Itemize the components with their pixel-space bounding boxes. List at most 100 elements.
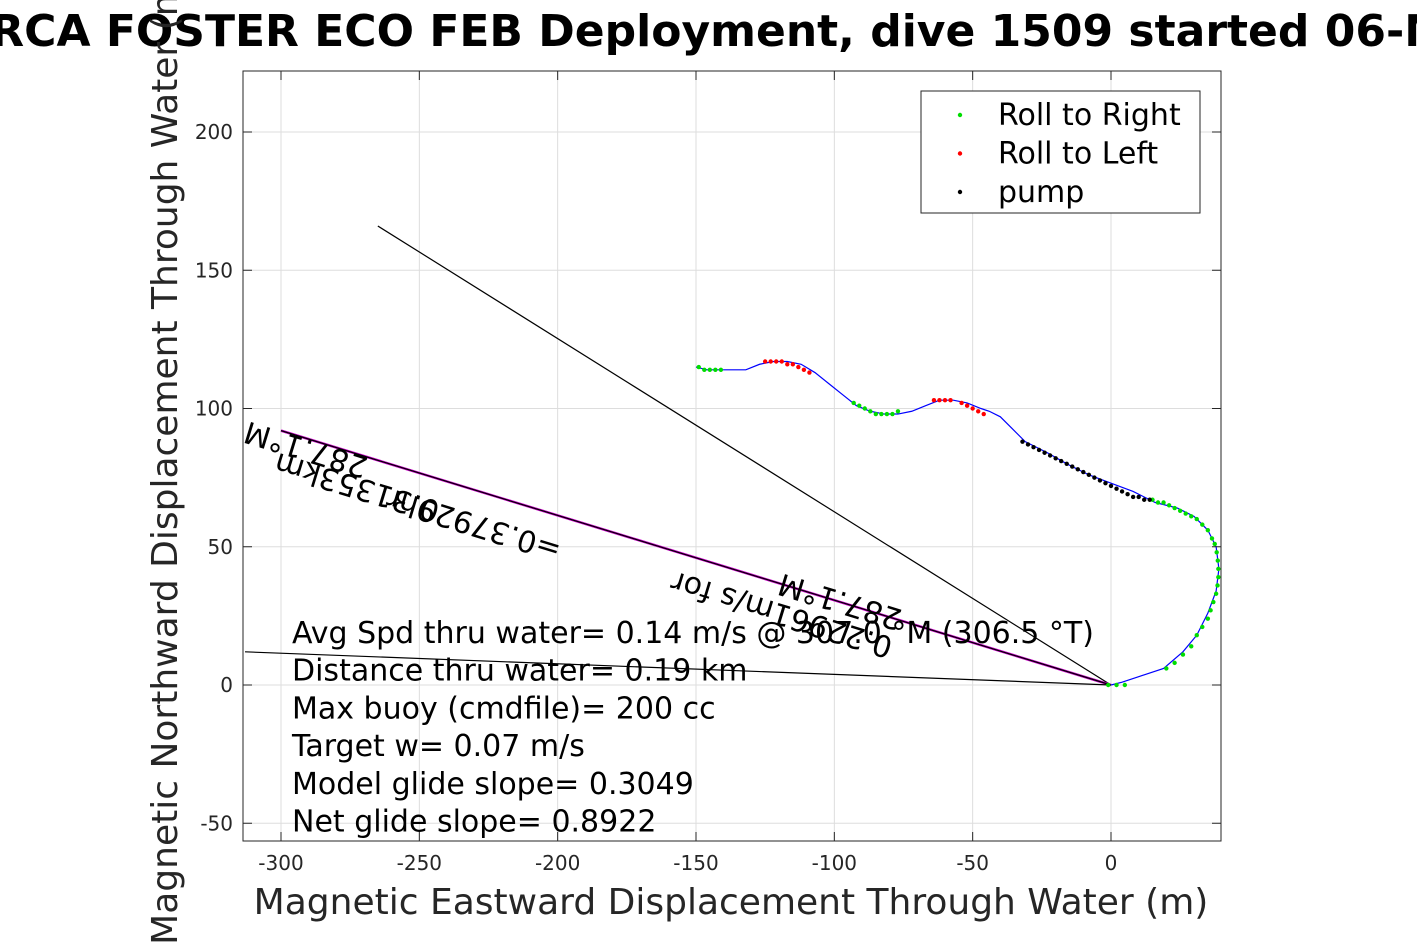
data-point — [1020, 439, 1025, 444]
data-point — [857, 403, 862, 408]
data-point — [779, 359, 784, 364]
y-tick-label: 200 — [195, 120, 233, 144]
data-point — [1130, 494, 1136, 500]
annotation-line: Target w= 0.07 m/s — [291, 729, 585, 764]
data-point — [1212, 541, 1217, 547]
data-point — [1161, 500, 1166, 505]
displacement-line — [245, 651, 1112, 686]
series-roll-to-left — [762, 359, 986, 417]
data-point — [1097, 478, 1103, 483]
data-point — [1119, 489, 1125, 494]
legend-box — [920, 90, 1201, 214]
x-tick-label: 0 — [1105, 851, 1118, 875]
data-point — [1189, 514, 1194, 519]
data-point — [884, 411, 890, 417]
grid — [243, 71, 1221, 841]
legend-label: pump — [998, 175, 1084, 210]
data-point — [1108, 483, 1114, 489]
data-point — [1208, 608, 1213, 613]
x-tick-label: -200 — [535, 851, 580, 875]
x-tick-label: -150 — [673, 851, 718, 875]
data-point — [868, 409, 873, 414]
data-point — [1177, 508, 1183, 514]
data-point — [801, 367, 807, 372]
data-point — [1136, 494, 1141, 500]
data-point — [1215, 558, 1220, 563]
data-point — [1092, 475, 1097, 480]
legend-label: Roll to Right — [998, 98, 1181, 133]
data-point — [1216, 566, 1221, 572]
heading-line — [377, 225, 1112, 686]
data-point — [981, 411, 986, 417]
data-point — [970, 406, 975, 411]
data-point — [807, 370, 812, 375]
x-axis-label: Magnetic Eastward Displacement Through W… — [254, 882, 1209, 923]
data-point — [768, 359, 773, 364]
data-point — [959, 400, 964, 406]
points-layer — [696, 359, 1221, 688]
x-tick-label: -100 — [812, 851, 857, 875]
data-point — [1155, 500, 1161, 505]
data-point — [1106, 682, 1111, 688]
annotation-line: Max buoy (cmdfile)= 200 cc — [292, 691, 716, 726]
annotation-line: Avg Spd thru water= 0.14 m/s @ 307.0 °M … — [292, 616, 1094, 651]
data-point — [1122, 682, 1128, 688]
data-point — [879, 411, 884, 417]
x-tick-label: -250 — [397, 851, 442, 875]
data-point — [1215, 583, 1220, 588]
x-tick-label: -300 — [258, 851, 303, 875]
data-point — [851, 400, 856, 406]
annotation-line: Distance thru water= 0.19 km — [292, 654, 747, 689]
data-point — [702, 367, 707, 372]
data-point — [1064, 461, 1069, 466]
data-point — [718, 367, 724, 372]
data-point — [1059, 458, 1064, 464]
data-point — [937, 398, 942, 403]
data-point — [1183, 511, 1188, 516]
data-point — [707, 367, 713, 372]
data-point — [1214, 550, 1219, 555]
data-point — [1200, 522, 1205, 527]
data-point — [1114, 486, 1119, 491]
data-point — [1053, 456, 1058, 461]
data-point — [774, 359, 779, 364]
y-tick-label: -50 — [200, 811, 233, 835]
data-point — [762, 359, 768, 364]
data-point — [890, 411, 895, 417]
data-point — [1075, 467, 1081, 472]
data-point — [862, 406, 867, 411]
data-point — [1025, 442, 1031, 447]
annotations: Avg Spd thru water= 0.14 m/s @ 307.0 °M … — [291, 616, 1094, 840]
data-point — [1142, 497, 1147, 502]
data-point — [713, 367, 718, 372]
legend-label: Roll to Left — [998, 137, 1158, 172]
legend-marker — [957, 189, 963, 195]
data-point — [1042, 450, 1047, 455]
data-point — [1194, 516, 1199, 522]
data-point — [1205, 527, 1211, 533]
data-point — [1216, 574, 1221, 580]
plot-frame — [242, 70, 1222, 842]
data-point — [1047, 453, 1053, 458]
series-pump — [1020, 439, 1152, 502]
data-point — [1114, 682, 1119, 688]
data-point — [1086, 472, 1092, 478]
data-point — [1194, 633, 1199, 638]
data-point — [976, 409, 981, 414]
ticks: -300 -250 -200 -150 -100 -50 0 -50 0 50 100 150 200 — [195, 71, 1221, 875]
y-tick-label: 50 — [208, 535, 233, 559]
data-point — [1200, 624, 1205, 630]
reference-lines — [245, 225, 1112, 687]
data-point — [1211, 599, 1216, 605]
y-tick-label: 0 — [220, 673, 233, 697]
data-point — [964, 403, 970, 408]
data-point — [1031, 445, 1036, 450]
data-point — [1172, 660, 1177, 666]
legend-marker — [957, 151, 963, 156]
current-line-black — [280, 430, 1112, 686]
data-point — [785, 362, 790, 367]
y-axis-label: Magnetic Northward Displacement Through … — [145, 0, 186, 945]
data-point — [1164, 666, 1169, 671]
data-point — [1166, 503, 1172, 508]
data-point — [942, 398, 948, 403]
